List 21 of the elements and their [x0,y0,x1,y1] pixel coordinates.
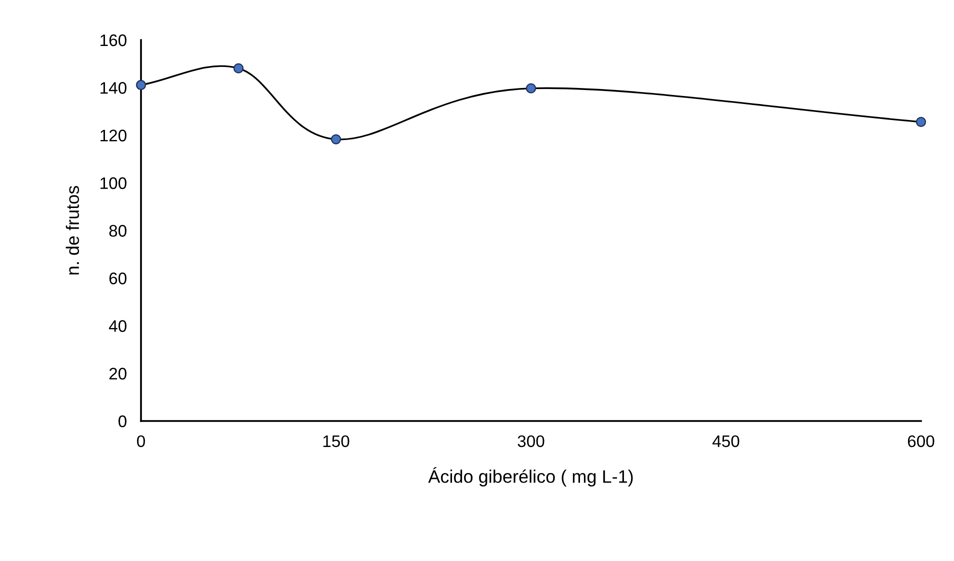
x-axis-title: Ácido giberélico ( mg L-1) [428,467,633,486]
point [136,80,146,90]
y-tick-label: 100 [100,177,126,190]
y-tick-label: 140 [100,82,126,94]
x-tick-label: 600 [908,435,934,448]
y-tick-label: 0 [118,415,126,428]
y-tick-label: 80 [109,224,126,237]
point [330,134,342,144]
point [233,63,244,74]
y-axis-title: n. de frutos [66,186,80,274]
y-tick-label: 120 [100,130,126,142]
point [916,116,926,127]
x-tick-label: 300 [518,435,544,448]
x-tick-label: 150 [323,435,350,448]
x-tick-label: 0 [137,435,145,448]
y-tick-label: 60 [109,272,126,284]
y-tick-label: 20 [109,368,126,380]
y-tick-label: 40 [108,320,126,332]
x-tick-label: 450 [712,435,740,448]
y-tick-label: 160 [100,34,126,46]
point [526,83,536,94]
